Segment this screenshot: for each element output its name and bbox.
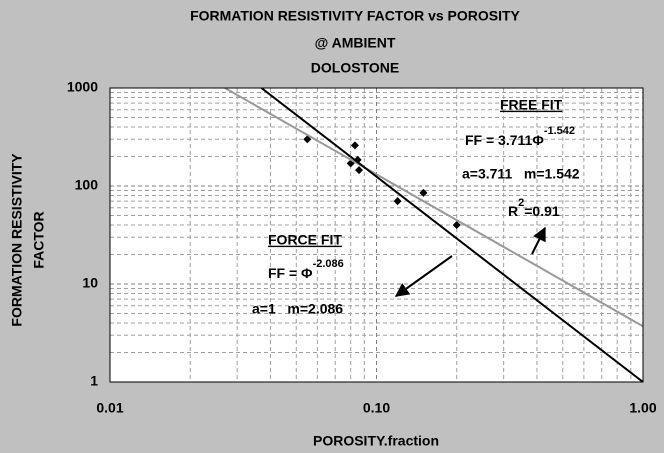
chart-title: DOLOSTONE bbox=[311, 60, 399, 76]
annotation: -1.542 bbox=[544, 125, 575, 137]
annotation: FF = Φ-2.086 bbox=[268, 258, 344, 281]
plot-frame bbox=[109, 87, 644, 383]
fit-line bbox=[260, 88, 643, 382]
annotation: R bbox=[508, 203, 518, 219]
arrow bbox=[394, 255, 453, 297]
x-tick-label: 0.01 bbox=[96, 400, 123, 416]
annotation: =0.91 bbox=[524, 203, 560, 219]
data-point bbox=[393, 197, 402, 206]
arrow bbox=[531, 226, 546, 255]
y-tick-label: 1000 bbox=[67, 79, 98, 95]
annotation: FF = Φ bbox=[268, 265, 313, 281]
y-tick-label: 10 bbox=[82, 275, 98, 291]
y-axis-label: FACTOR bbox=[31, 211, 47, 268]
data-point bbox=[303, 135, 312, 144]
data-point bbox=[419, 188, 428, 197]
data-point bbox=[355, 166, 364, 175]
annotation: FF = 3.711Φ-1.542 bbox=[465, 125, 575, 148]
annotation: FREE FIT bbox=[500, 97, 563, 113]
x-tick-label: 1.00 bbox=[629, 400, 656, 416]
annotation: FORCE FIT bbox=[268, 232, 342, 248]
y-tick-label: 100 bbox=[75, 177, 99, 193]
x-tick-label: 0.10 bbox=[363, 400, 390, 416]
x-axis-label: POROSITY.fraction bbox=[313, 433, 439, 449]
annotation: R2=0.91 bbox=[508, 197, 560, 219]
fit-line bbox=[224, 88, 643, 328]
data-point bbox=[350, 141, 359, 150]
chart-title: @ AMBIENT bbox=[315, 35, 396, 51]
annotation: a=1 m=2.086 bbox=[252, 301, 343, 317]
y-tick-label: 1 bbox=[90, 373, 98, 389]
y-axis-label: FORMATION RESISTIVITY bbox=[9, 153, 25, 327]
annotation: -2.086 bbox=[313, 258, 344, 270]
annotation: a=3.711 m=1.542 bbox=[462, 166, 580, 182]
annotation: 2 bbox=[518, 197, 524, 209]
data-point bbox=[452, 220, 461, 229]
chart-title: FORMATION RESISTIVITY FACTOR vs POROSITY bbox=[190, 8, 520, 24]
annotation: FF = 3.711Φ bbox=[465, 132, 544, 148]
